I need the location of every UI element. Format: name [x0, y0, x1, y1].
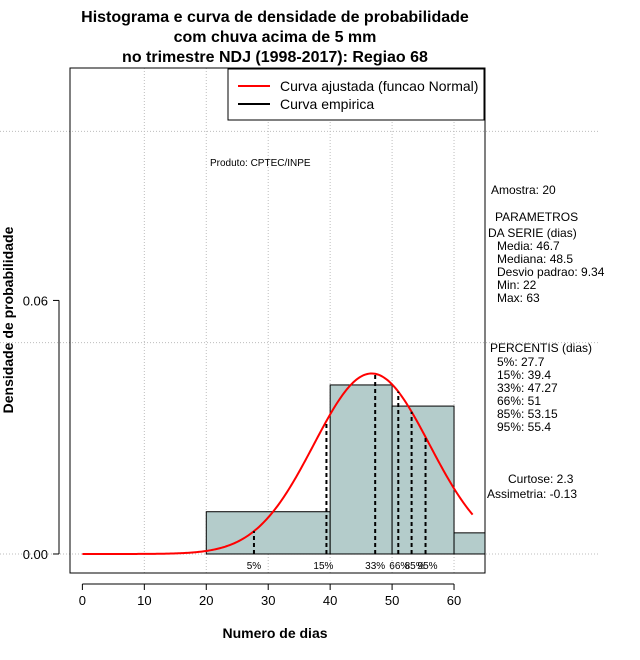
percentile-line-text: 66%: 51 [497, 394, 541, 408]
percentile-label: 95% [418, 561, 438, 572]
histogram-bar [453, 532, 486, 555]
x-tick-label: 0 [79, 593, 86, 608]
y-tick-label: 0.06 [23, 293, 48, 308]
percentile-label: 66% [389, 561, 409, 572]
params-title: PARAMETROS [495, 210, 578, 224]
plot-frame [69, 67, 486, 574]
legend-label-empirical: Curva empirica [280, 96, 374, 112]
percentile-lines: 5% 15% 33% 66%85%95% [247, 373, 438, 572]
legend: Curva ajustada (funcao Normal) Curva empi… [227, 68, 485, 121]
chart-title-line: com chuva acima de 5 mm [174, 29, 377, 46]
skewness: Assimetria: -0.13 [487, 487, 577, 501]
x-tick-label: 20 [199, 593, 213, 608]
legend-label-normal: Curva ajustada (funcao Normal) [280, 78, 478, 94]
x-tick-label: 40 [323, 593, 337, 608]
normal-curve-group [82, 372, 474, 555]
x-tick-label: 30 [261, 593, 275, 608]
param-line: Min: 22 [497, 278, 537, 292]
x-tick-label: 60 [447, 593, 461, 608]
x-axis-title: Numero de dias [222, 625, 327, 641]
percentile-line-text: 95%: 55.4 [497, 420, 551, 434]
legend-box [227, 68, 485, 121]
percentile-line-text: 33%: 47.27 [497, 381, 558, 395]
histogram-bar [391, 405, 455, 555]
histogram-bar [329, 384, 393, 555]
percentiles-title: PERCENTIS (dias) [490, 341, 592, 355]
param-line: Desvio padrao: 9.34 [497, 265, 605, 279]
percentile-label: 85% [405, 561, 425, 572]
chart-title-line: Histograma e curva de densidade de proba… [81, 9, 469, 26]
param-line: Mediana: 48.5 [497, 252, 573, 266]
chart-title-group: Histograma e curva de densidade de proba… [81, 9, 469, 66]
x-tick-label: 50 [385, 593, 399, 608]
sample-size: Amostra: 20 [491, 183, 556, 197]
percentile-label: 5% [247, 561, 262, 572]
x-tick-label: 10 [137, 593, 151, 608]
normal-curve [82, 372, 474, 555]
params-subtitle: DA SERIE (dias) [488, 226, 577, 240]
histogram-bars [205, 384, 486, 555]
product-note: Produto: CPTEC/INPE [210, 158, 311, 169]
y-axis-title: Densidade de probabilidade [0, 226, 16, 413]
chart-title-line: no trimestre NDJ (1998-2017): Regiao 68 [122, 49, 428, 66]
percentile-label: 15% [313, 561, 333, 572]
y-tick-label: 0.00 [23, 547, 48, 562]
percentile-line-text: 15%: 39.4 [497, 368, 551, 382]
percentile-line-text: 85%: 53.15 [497, 407, 558, 421]
param-line: Media: 46.7 [497, 239, 560, 253]
axes: 0 10 20 30 40 50 60 0.00 0.06 Numero de dias Densi… [0, 226, 461, 641]
percentile-label: 33% [365, 561, 385, 572]
statistics-panel: Produto: CPTEC/INPE Amostra: 20 PARAMETROS… [210, 158, 605, 501]
param-line: Max: 63 [497, 291, 540, 305]
kurtosis: Curtose: 2.3 [508, 472, 574, 486]
percentile-line-text: 5%: 27.7 [497, 355, 545, 369]
